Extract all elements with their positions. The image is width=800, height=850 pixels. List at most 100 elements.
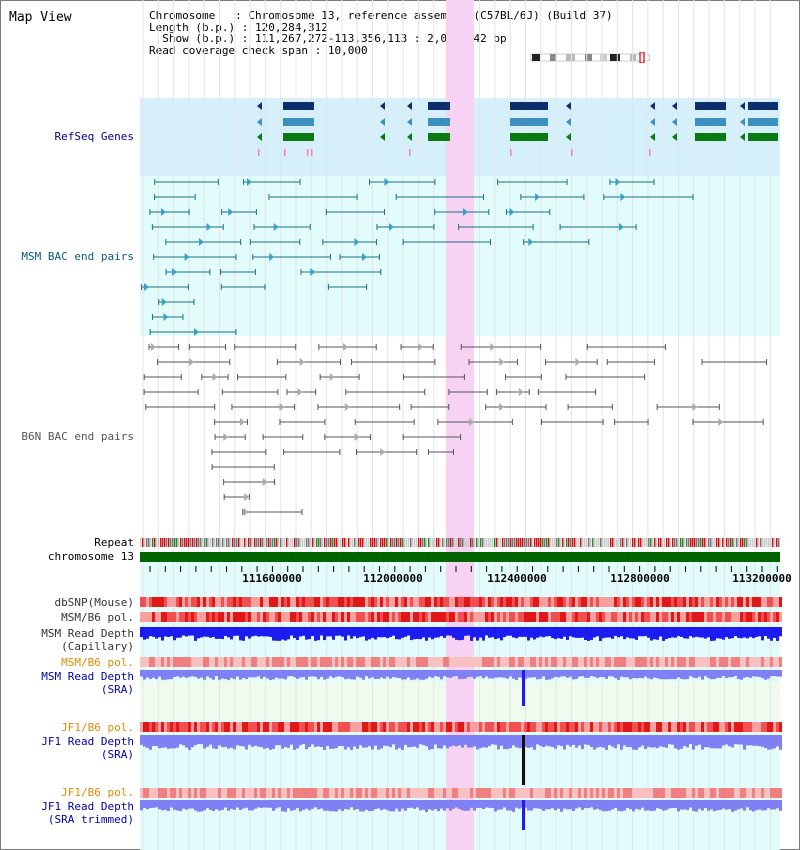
jf1-depth-trimmed-bar <box>515 800 518 808</box>
jf1-depth-trimmed-bar <box>569 800 572 810</box>
repeat-mark <box>464 538 466 547</box>
jf1-pol-mark <box>707 722 710 732</box>
msm-pol-2-mark <box>662 657 665 667</box>
dbsnp-mark <box>626 597 629 607</box>
repeat-mark <box>318 538 320 547</box>
repeat-mark <box>516 538 518 547</box>
msm-pol-mark <box>758 612 761 622</box>
gene-exon <box>510 118 548 126</box>
jf1-pol-2-mark <box>749 788 752 798</box>
jf1-pol-mark <box>263 722 266 732</box>
jf1-depth-sra-bar <box>320 735 323 748</box>
repeat-mark <box>390 538 392 547</box>
jf1-depth-trimmed-bar <box>617 800 620 811</box>
jf1-pol-2-mark <box>449 788 452 798</box>
msm-pol-2-mark <box>272 657 275 667</box>
msm-pol-mark <box>659 612 662 622</box>
length-value: 120,284,312 <box>254 20 328 34</box>
jf1-pol-2-mark <box>395 788 398 798</box>
dbsnp-mark <box>197 597 200 607</box>
jf1-depth-sra-bar <box>497 735 500 750</box>
msm-depth-capillary-bar <box>389 627 392 638</box>
repeat-mark <box>742 538 744 547</box>
msm-depth-capillary-bar <box>746 627 749 639</box>
jf1-depth-trimmed-bar <box>683 800 686 810</box>
msm-pol-mark <box>248 612 251 622</box>
repeat-mark <box>532 538 534 547</box>
repeat-mark <box>720 538 722 547</box>
repeat-mark <box>438 538 440 547</box>
refseq-gene-track[interactable] <box>257 102 778 156</box>
msm-depth-sra-bar <box>452 670 455 677</box>
dbsnp-mark <box>212 597 215 607</box>
jf1-depth-sra-bar <box>692 735 695 750</box>
jf1-pol-2-mark <box>647 788 650 798</box>
msm-depth-sra-bar <box>182 670 185 677</box>
msm-bac-track[interactable] <box>141 178 694 336</box>
dbsnp-mark <box>410 597 413 607</box>
dbsnp-mark <box>236 597 239 607</box>
dbsnp-mark <box>191 597 194 607</box>
b6n-bac-track[interactable] <box>143 343 768 516</box>
repeat-mark <box>454 538 456 547</box>
repeat-mark <box>428 538 430 547</box>
jf1-depth-trimmed-bar <box>299 800 302 812</box>
dbsnp-mark <box>368 597 371 607</box>
jf1-depth-trimmed-bar <box>758 800 761 810</box>
msm-pol-2-mark <box>245 657 248 667</box>
jf1-depth-sra-bar <box>704 735 707 748</box>
msm-depth-capillary-bar <box>545 627 548 637</box>
msm-pol-mark <box>374 612 377 622</box>
jf1-depth-sra-bar <box>230 735 233 748</box>
msm-pol-2-mark <box>635 657 638 667</box>
repeat-mark <box>140 538 142 547</box>
msm-depth-sra-bar <box>305 670 308 680</box>
variation-tracks[interactable] <box>140 597 782 830</box>
jf1-pol-mark <box>335 722 338 732</box>
jf1-depth-trimmed-bar <box>614 800 617 808</box>
jf1-depth-trimmed-bar <box>233 800 236 810</box>
jf1-depth-trimmed-bar <box>338 800 341 810</box>
msm-depth-sra-bar <box>170 670 173 680</box>
dbsnp-mark <box>383 597 386 607</box>
repeat-mark <box>674 538 676 547</box>
msm-depth-sra-bar <box>581 670 584 677</box>
jf1-pol-2-mark <box>569 788 572 798</box>
msm-pol-mark <box>338 612 341 622</box>
msm-pol-2-mark <box>155 657 158 667</box>
msm-depth-sra-bar <box>188 670 191 677</box>
jf1-depth-trimmed-bar <box>707 800 710 811</box>
msm-pol-mark <box>680 612 683 622</box>
jf1-pol-2-mark <box>377 788 380 798</box>
msm-pol-mark <box>746 612 749 622</box>
repeat-mark <box>320 538 322 547</box>
jf1-pol-2-mark <box>752 788 755 798</box>
jf1-pol-2-mark <box>656 788 659 798</box>
dbsnp-mark <box>245 597 248 607</box>
repeat-track[interactable] <box>140 538 780 547</box>
jf1-pol-mark <box>212 722 215 732</box>
jf1-depth-sra-bar <box>482 735 485 748</box>
msm-pol-2-mark <box>692 657 695 667</box>
jf1-depth-trimmed-bar <box>599 800 602 811</box>
msm-pol-mark <box>158 612 161 622</box>
jf1-depth-trimmed-bar <box>476 800 479 808</box>
bac-marker <box>243 508 249 516</box>
jf1-depth-trimmed-bar <box>548 800 551 810</box>
dbsnp-mark <box>338 597 341 607</box>
repeat-mark <box>524 538 526 547</box>
repeat-mark <box>340 538 342 547</box>
jf1-pol-2-mark <box>650 788 653 798</box>
msm-pol-mark <box>419 612 422 622</box>
msm-pol-2-mark <box>689 657 692 667</box>
repeat-mark <box>562 538 564 547</box>
jf1-depth-sra-bar <box>347 735 350 748</box>
repeat-mark <box>206 538 208 547</box>
dbsnp-mark <box>629 597 632 607</box>
msm-pol-2-mark <box>233 657 236 667</box>
jf1-pol-mark <box>452 722 455 732</box>
msm-pol-mark <box>218 612 221 622</box>
jf1-depth-sra-bar <box>641 735 644 746</box>
jf1-depth-sra-bar <box>557 735 560 746</box>
